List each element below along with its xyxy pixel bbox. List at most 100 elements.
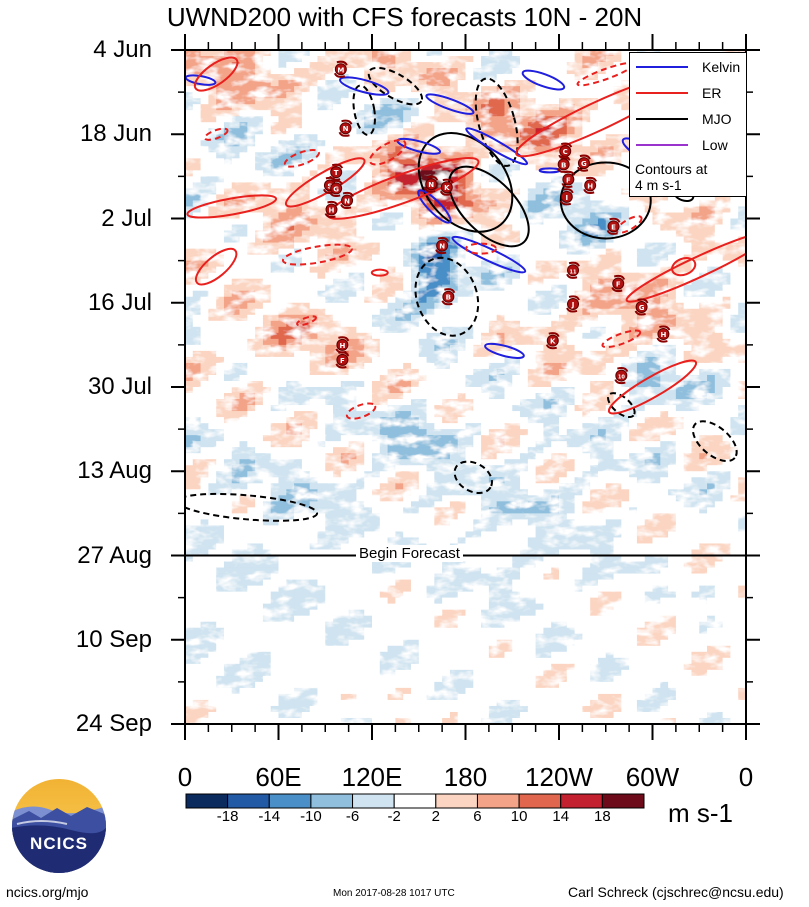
field-cell <box>340 236 350 243</box>
field-cell <box>348 200 357 207</box>
field-cell <box>605 56 614 63</box>
field-cell <box>387 212 396 219</box>
field-cell <box>270 146 279 153</box>
field-cell <box>652 320 661 328</box>
field-cell <box>185 242 194 249</box>
field-cell <box>231 104 240 111</box>
field-cell <box>270 62 279 69</box>
field-cell <box>683 453 692 460</box>
field-cell <box>216 320 225 328</box>
field-cell <box>294 266 303 274</box>
field-cell <box>621 110 630 117</box>
field-cell <box>410 374 420 382</box>
field-cell <box>270 176 279 183</box>
field-cell <box>278 50 287 57</box>
field-cell <box>247 344 256 352</box>
field-cell <box>185 326 194 334</box>
field-cell <box>535 362 544 370</box>
field-cell <box>223 176 233 183</box>
field-cell <box>333 380 342 388</box>
field-cell <box>574 326 583 334</box>
field-cell <box>481 146 490 153</box>
field-cell <box>449 140 459 147</box>
field-cell <box>582 278 591 286</box>
field-cell <box>527 447 537 454</box>
field-cell <box>185 266 194 274</box>
field-cell <box>270 158 279 165</box>
field-cell <box>597 188 607 195</box>
field-cell <box>403 158 412 165</box>
field-cell <box>675 459 685 466</box>
field-cell <box>738 224 746 231</box>
field-cell <box>535 405 544 412</box>
field-cell <box>372 447 381 454</box>
field-cell <box>457 206 466 213</box>
field-cell <box>559 212 568 219</box>
field-cell <box>262 393 272 400</box>
field-cell <box>364 242 373 249</box>
field-cell <box>286 230 295 237</box>
field-cell <box>691 435 700 442</box>
field-cell <box>551 290 560 298</box>
field-cell <box>325 380 334 388</box>
field-cell <box>582 326 591 334</box>
field-cell <box>192 146 201 153</box>
field-cell <box>449 423 459 430</box>
field-cell <box>348 447 357 454</box>
field-cell <box>496 122 505 129</box>
field-cell <box>605 68 614 75</box>
field-cell <box>442 80 451 87</box>
field-cell <box>675 411 685 418</box>
field-cell <box>582 350 591 358</box>
field-cell <box>520 296 529 304</box>
field-cell <box>325 344 334 352</box>
field-cell <box>621 62 630 69</box>
field-cell <box>714 344 724 352</box>
field-cell <box>192 417 201 424</box>
field-cell <box>481 110 490 117</box>
field-cell <box>286 296 295 304</box>
field-cell <box>590 272 599 280</box>
field-cell <box>286 128 295 135</box>
field-cell <box>652 453 661 460</box>
field-cell <box>527 314 537 322</box>
field-cell <box>333 86 342 93</box>
field-cell <box>185 254 194 262</box>
field-cell <box>559 104 568 111</box>
field-cell <box>543 92 552 99</box>
field-cell <box>488 302 498 310</box>
field-cell <box>301 230 311 237</box>
field-cell <box>488 320 498 328</box>
field-cell <box>262 356 272 364</box>
field-cell <box>395 110 404 117</box>
field-cell <box>294 429 303 436</box>
field-cell <box>613 393 622 400</box>
field-cell <box>449 350 459 358</box>
field-cell <box>309 423 318 430</box>
field-cell <box>636 435 646 442</box>
field-cell <box>668 296 677 304</box>
field-cell <box>200 92 209 99</box>
field-cell <box>286 278 295 286</box>
field-cell <box>504 399 513 406</box>
field-cell <box>590 104 599 111</box>
field-cell <box>262 314 272 322</box>
field-cell <box>496 332 505 340</box>
field-cell <box>379 362 388 370</box>
field-cell <box>262 374 272 382</box>
field-cell <box>496 80 505 87</box>
field-cell <box>185 332 194 340</box>
field-cell <box>559 248 568 256</box>
field-cell <box>348 441 357 448</box>
field-cell <box>340 320 350 328</box>
field-cell <box>185 344 194 352</box>
field-cell <box>309 374 318 382</box>
field-cell <box>621 236 630 243</box>
field-cell <box>294 104 303 111</box>
field-cell <box>457 134 466 141</box>
field-cell <box>434 158 443 165</box>
field-cell <box>426 411 435 418</box>
field-cell <box>356 110 365 117</box>
field-cell <box>325 272 334 280</box>
field-cell <box>660 266 669 274</box>
